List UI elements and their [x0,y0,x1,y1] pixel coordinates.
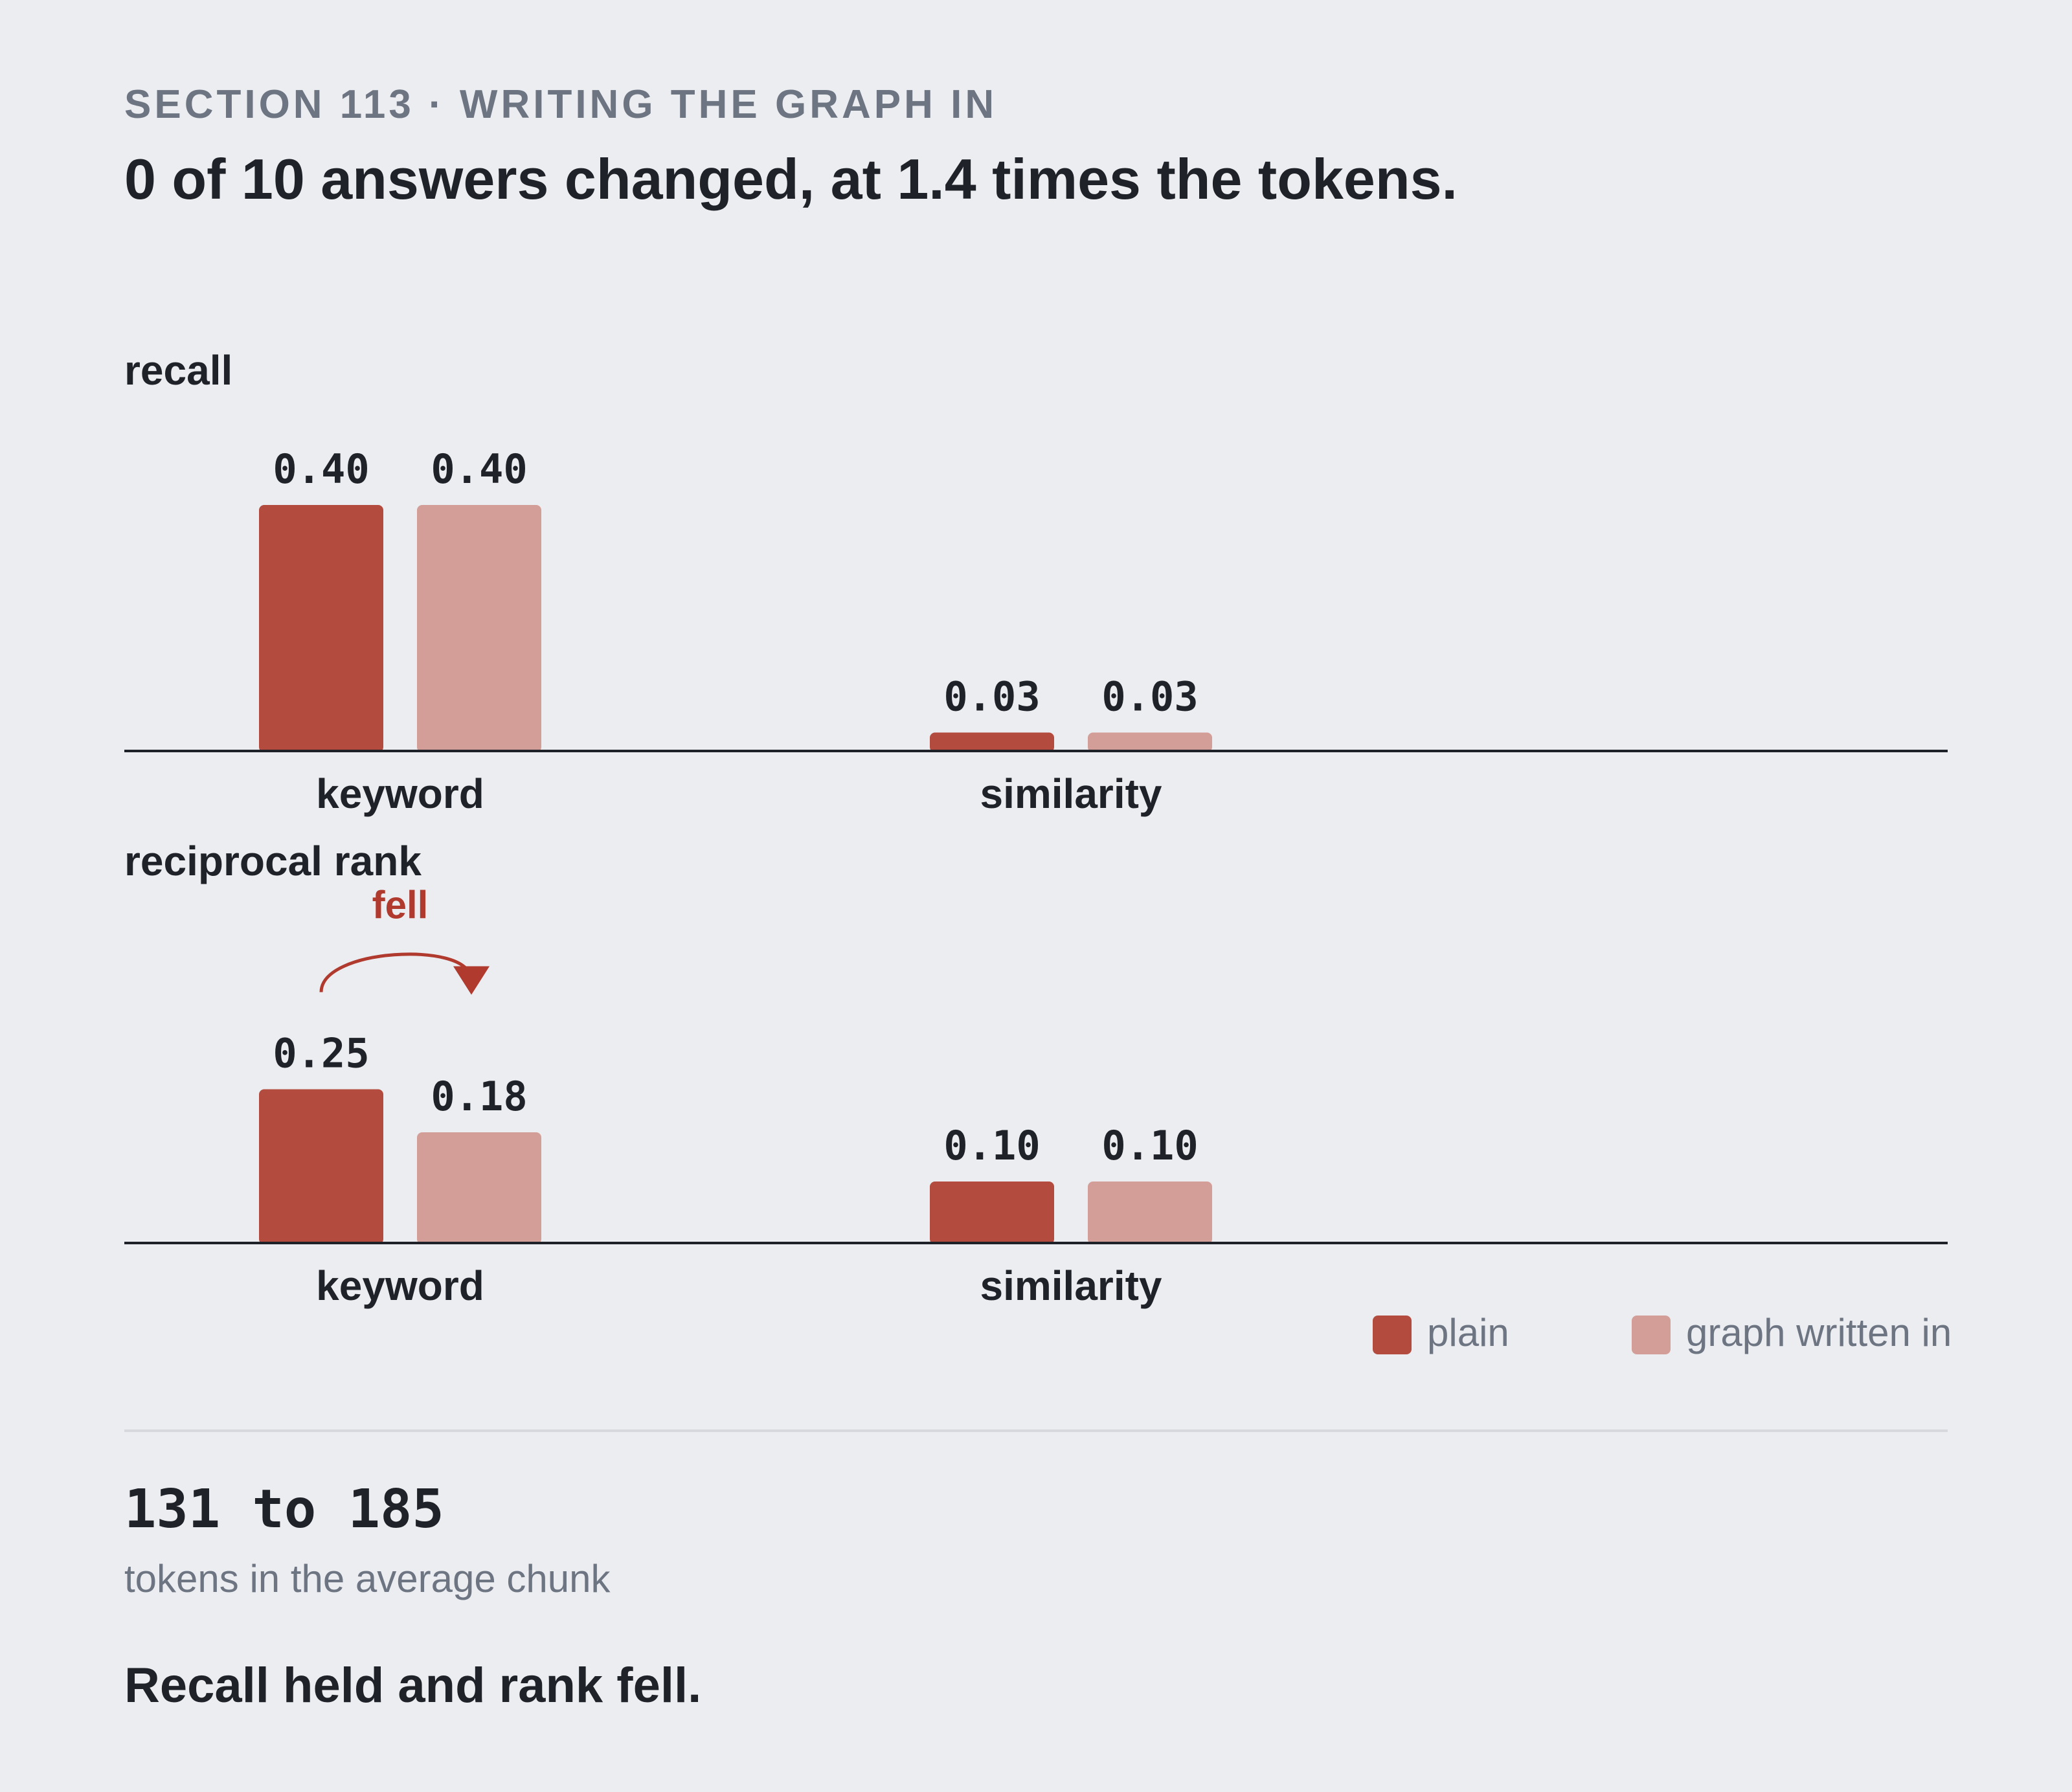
bar-recall-similarity-graph-written-in [1088,732,1212,752]
legend-swatch-graph-written-in [1632,1316,1671,1354]
legend-label-plain: plain [1427,1311,1509,1354]
chart-title-reciprocal-rank: reciprocal rank [124,838,422,884]
data-label-recall-keyword-graph-written-in: 0.40 [431,445,527,493]
page-headline: 0 of 10 answers changed, at 1.4 times th… [124,147,1458,211]
annotation-arrow-head [453,966,490,995]
data-label-recall-similarity-plain: 0.03 [943,673,1040,721]
data-label-reciprocal-rank-similarity-plain: 0.10 [943,1122,1040,1169]
category-label-recall-similarity: similarity [980,770,1162,817]
category-label-recall-keyword: keyword [316,770,484,817]
data-label-reciprocal-rank-keyword-plain: 0.25 [273,1030,369,1077]
data-label-recall-keyword-plain: 0.40 [273,445,369,493]
category-label-reciprocal-rank-similarity: similarity [980,1262,1162,1309]
bar-recall-similarity-plain [930,732,1054,752]
legend-label-graph-written-in: graph written in [1686,1311,1952,1354]
annotation-label: fell [372,884,429,927]
bar-reciprocal-rank-keyword-plain [259,1089,383,1244]
token-range-value: 131 to 185 [124,1479,444,1540]
bar-reciprocal-rank-keyword-graph-written-in [417,1132,541,1244]
bar-reciprocal-rank-similarity-graph-written-in [1088,1182,1212,1244]
bar-recall-keyword-plain [259,505,383,752]
conclusion-text: Recall held and rank fell. [124,1658,702,1713]
legend-swatch-plain [1373,1316,1412,1354]
data-label-recall-similarity-graph-written-in: 0.03 [1101,673,1198,721]
section-eyebrow: SECTION 113 · WRITING THE GRAPH IN [124,82,998,127]
divider [124,1429,1948,1432]
bar-reciprocal-rank-similarity-plain [930,1182,1054,1244]
bar-charts: recall 0.40 0.03 0.40 0.03 keyword similarity r… [124,347,1948,1309]
chart-title-recall: recall [124,347,232,394]
bar-recall-keyword-graph-written-in [417,505,541,752]
annotation-arrow-curve [319,952,472,992]
data-label-reciprocal-rank-keyword-graph-written-in: 0.18 [431,1073,527,1120]
token-range-caption: tokens in the average chunk [124,1557,611,1600]
category-label-reciprocal-rank-keyword: keyword [316,1262,484,1309]
data-label-reciprocal-rank-similarity-graph-written-in: 0.10 [1101,1122,1198,1169]
